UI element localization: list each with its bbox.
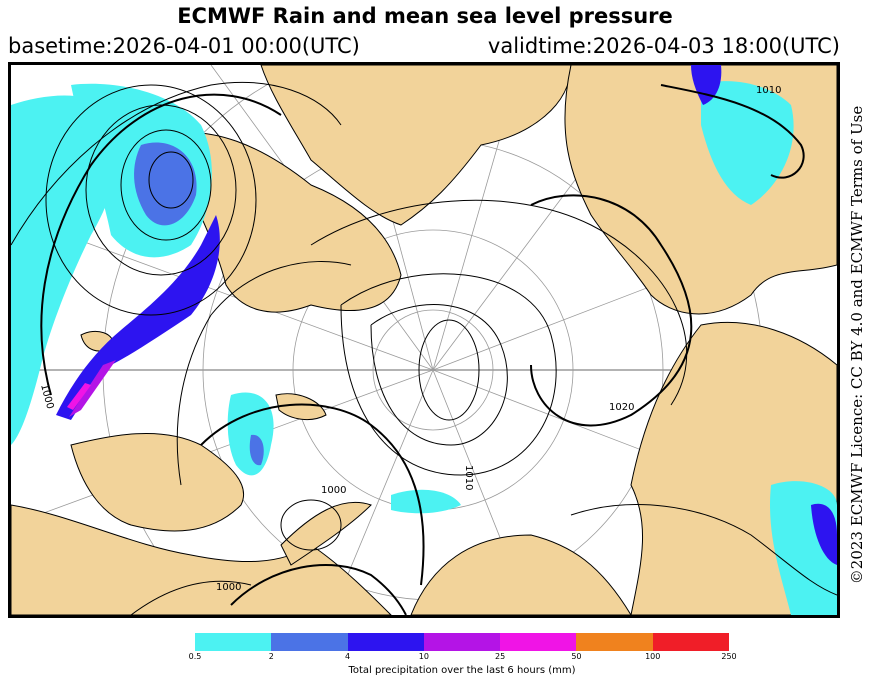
siberia-west <box>410 534 632 615</box>
precip-alaska-heavy <box>691 65 722 105</box>
isobar-label-1000-w: 1000 <box>38 383 55 410</box>
colorbar-tick: 4 <box>345 652 351 661</box>
colorbar-tick: 50 <box>571 652 582 661</box>
colorbar-swatch-2 <box>347 633 424 651</box>
isobar-label-1010-ne: 1010 <box>756 85 781 96</box>
colorbar-swatch-5 <box>576 633 653 651</box>
canadian-archipelago <box>260 65 572 226</box>
precip-karasea <box>391 489 461 514</box>
isobar-low-kara <box>280 499 342 551</box>
precip-barents-mod <box>249 434 264 466</box>
isobar-label-1010-s: 1010 <box>463 465 474 490</box>
precip-colorbar <box>195 633 729 651</box>
precip-pacific-heavy <box>811 503 837 565</box>
precip-barents <box>227 392 274 476</box>
credit-label: ©2023 ECMWF Licence: CC BY 4.0 and ECMWF… <box>847 105 866 585</box>
precip-band-peak <box>67 383 91 410</box>
isobars <box>11 81 837 615</box>
chart-title: ECMWF Rain and mean sea level pressure <box>177 4 673 28</box>
isobar-label-1000-sw: 1000 <box>216 582 241 593</box>
colorbar-swatch-0 <box>195 633 272 651</box>
svalbard <box>275 393 327 421</box>
isobar-label-1000-s: 1000 <box>321 485 346 496</box>
colorbar-tick: 0.5 <box>188 652 202 661</box>
colorbar-swatch-4 <box>500 633 577 651</box>
colorbar-label: Total precipitation over the last 6 hour… <box>348 665 576 676</box>
colorbar-tick: 100 <box>645 652 661 661</box>
precip-atlantic-light <box>11 95 120 445</box>
isobar-low-center <box>148 151 194 209</box>
north-america <box>564 65 837 315</box>
map-panel: 1010 1000 1020 1000 1010 1000 <box>8 62 840 618</box>
scandinavia <box>70 432 245 532</box>
isobar-high-center <box>418 319 480 421</box>
validtime-label: validtime:2026-04-03 18:00(UTC) <box>487 34 840 58</box>
precipitation-areas <box>11 65 837 615</box>
isobar-1000-north <box>40 93 282 396</box>
colorbar-tick: 250 <box>721 652 737 661</box>
precip-band-heavy <box>56 215 220 420</box>
precip-alaska <box>701 81 794 205</box>
greenland <box>165 131 402 313</box>
colorbar-ticks: 0.5 2 4 10 25 50 100 250 <box>189 652 737 664</box>
basetime-label: basetime:2026-04-01 00:00(UTC) <box>8 34 360 58</box>
colorbar-swatch-3 <box>423 633 501 651</box>
colorbar-tick: 25 <box>495 652 506 661</box>
isobar-1020 <box>530 194 693 427</box>
colorbar-tick: 2 <box>268 652 274 661</box>
colorbar-swatch-1 <box>271 633 348 651</box>
colorbar-swatch-6 <box>652 633 729 651</box>
map-canvas: 1010 1000 1020 1000 1010 1000 <box>11 65 837 615</box>
credit-text: ©2023 ECMWF Licence: CC BY 4.0 and ECMWF… <box>843 80 870 610</box>
isobar-label-1020: 1020 <box>609 402 634 413</box>
europe-north <box>11 504 392 615</box>
colorbar-tick: 10 <box>418 652 429 661</box>
precip-band-core <box>69 360 116 417</box>
